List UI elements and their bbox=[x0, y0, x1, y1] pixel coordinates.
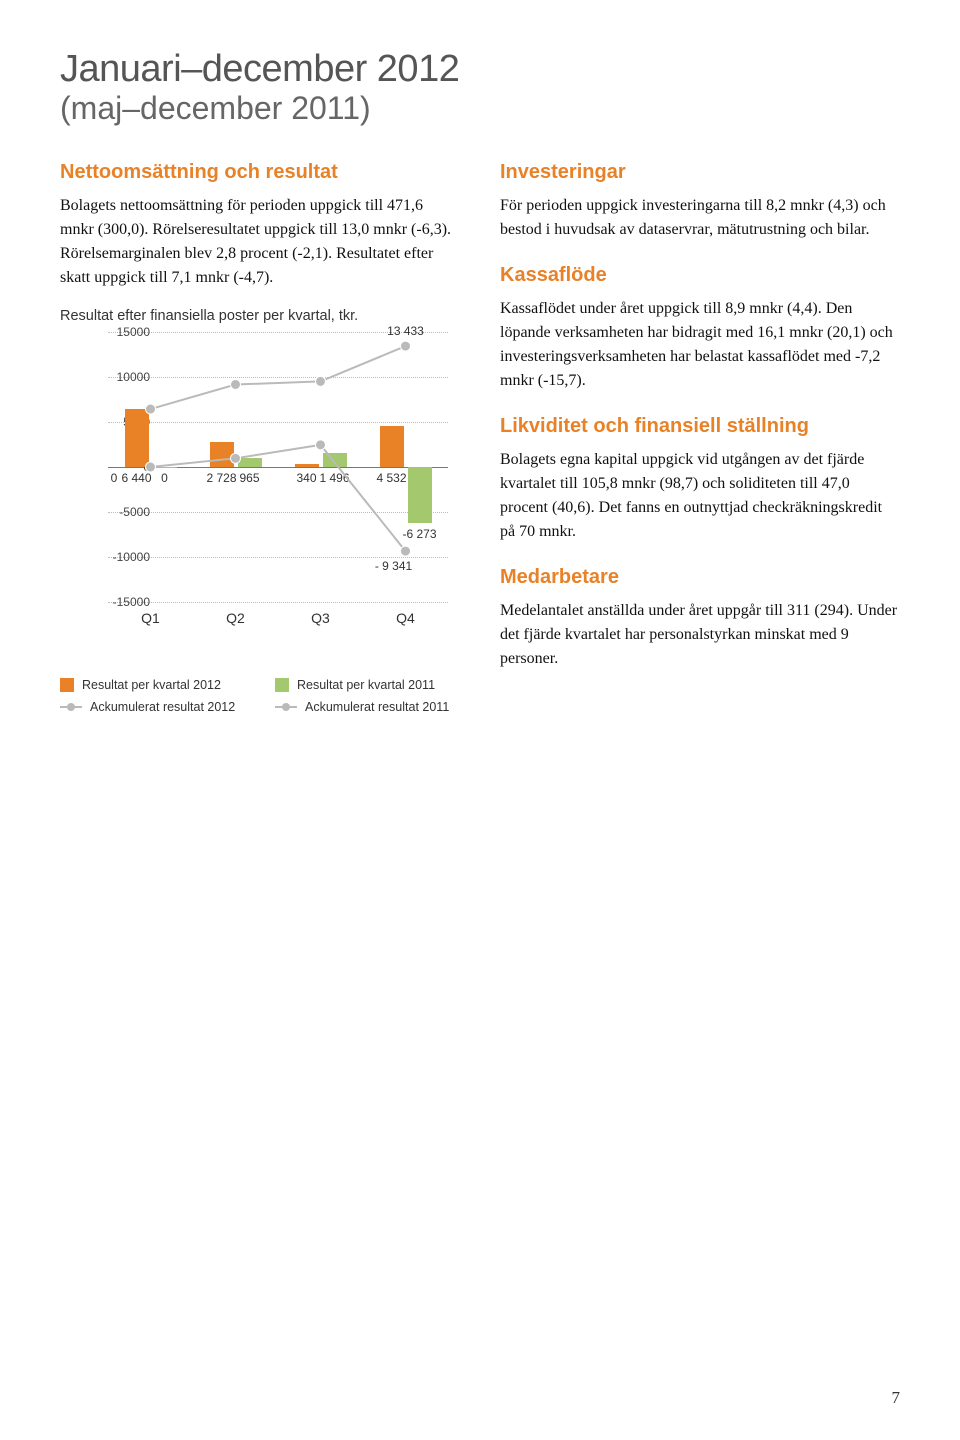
x-axis-label: Q2 bbox=[226, 610, 245, 626]
paragraph: Bolagets egna kapital uppgick vid utgång… bbox=[500, 448, 900, 544]
chart-legend: Resultat per kvartal 2012 Resultat per k… bbox=[60, 678, 460, 714]
left-column: Nettoomsättning och resultat Bolagets ne… bbox=[60, 155, 460, 722]
chart: 150001000050000-5000-10000-150006 44002 … bbox=[60, 332, 460, 632]
paragraph: För perioden uppgick investeringarna til… bbox=[500, 194, 900, 242]
page-number: 7 bbox=[892, 1388, 901, 1408]
section-heading: Investeringar bbox=[500, 161, 900, 184]
legend-2011-line: Ackumulerat resultat 2011 bbox=[275, 700, 460, 714]
line-endpoint-label: - 9 341 bbox=[375, 559, 412, 573]
right-column: Investeringar För perioden uppgick invest… bbox=[500, 155, 900, 722]
section-heading: Likviditet och finansiell ställning bbox=[500, 415, 900, 438]
chart-plot-area: 150001000050000-5000-10000-150006 44002 … bbox=[108, 332, 448, 602]
paragraph: Kassaflödet under året uppgick till 8,9 … bbox=[500, 297, 900, 393]
square-icon bbox=[60, 678, 74, 692]
x-axis-label: Q1 bbox=[141, 610, 160, 626]
section-heading: Kassaflöde bbox=[500, 264, 900, 287]
x-axis-label: Q4 bbox=[396, 610, 415, 626]
legend-label: Ackumulerat resultat 2012 bbox=[90, 700, 235, 714]
legend-label: Resultat per kvartal 2012 bbox=[82, 678, 221, 692]
line-endpoint-label: 13 433 bbox=[387, 324, 424, 338]
legend-2012-bar: Resultat per kvartal 2012 bbox=[60, 678, 245, 692]
content-columns: Nettoomsättning och resultat Bolagets ne… bbox=[60, 155, 900, 722]
line-marker-icon bbox=[275, 706, 297, 708]
legend-2012-line: Ackumulerat resultat 2012 bbox=[60, 700, 245, 714]
page-title-line2: (maj–december 2011) bbox=[60, 90, 900, 127]
legend-label: Resultat per kvartal 2011 bbox=[297, 678, 435, 692]
chart-title: Resultat efter finansiella poster per kv… bbox=[60, 308, 460, 324]
page-title-line1: Januari–december 2012 bbox=[60, 50, 900, 90]
square-icon bbox=[275, 678, 289, 692]
paragraph-netto: Bolagets nettoomsättning för perioden up… bbox=[60, 194, 460, 290]
paragraph: Medelantalet anställda under året uppgår… bbox=[500, 599, 900, 671]
gridline bbox=[108, 602, 448, 603]
section-heading: Medarbetare bbox=[500, 566, 900, 589]
legend-label: Ackumulerat resultat 2011 bbox=[305, 700, 449, 714]
section-heading-netto: Nettoomsättning och resultat bbox=[60, 161, 460, 184]
x-axis-label: Q3 bbox=[311, 610, 330, 626]
line-marker-icon bbox=[60, 706, 82, 708]
legend-2011-bar: Resultat per kvartal 2011 bbox=[275, 678, 460, 692]
